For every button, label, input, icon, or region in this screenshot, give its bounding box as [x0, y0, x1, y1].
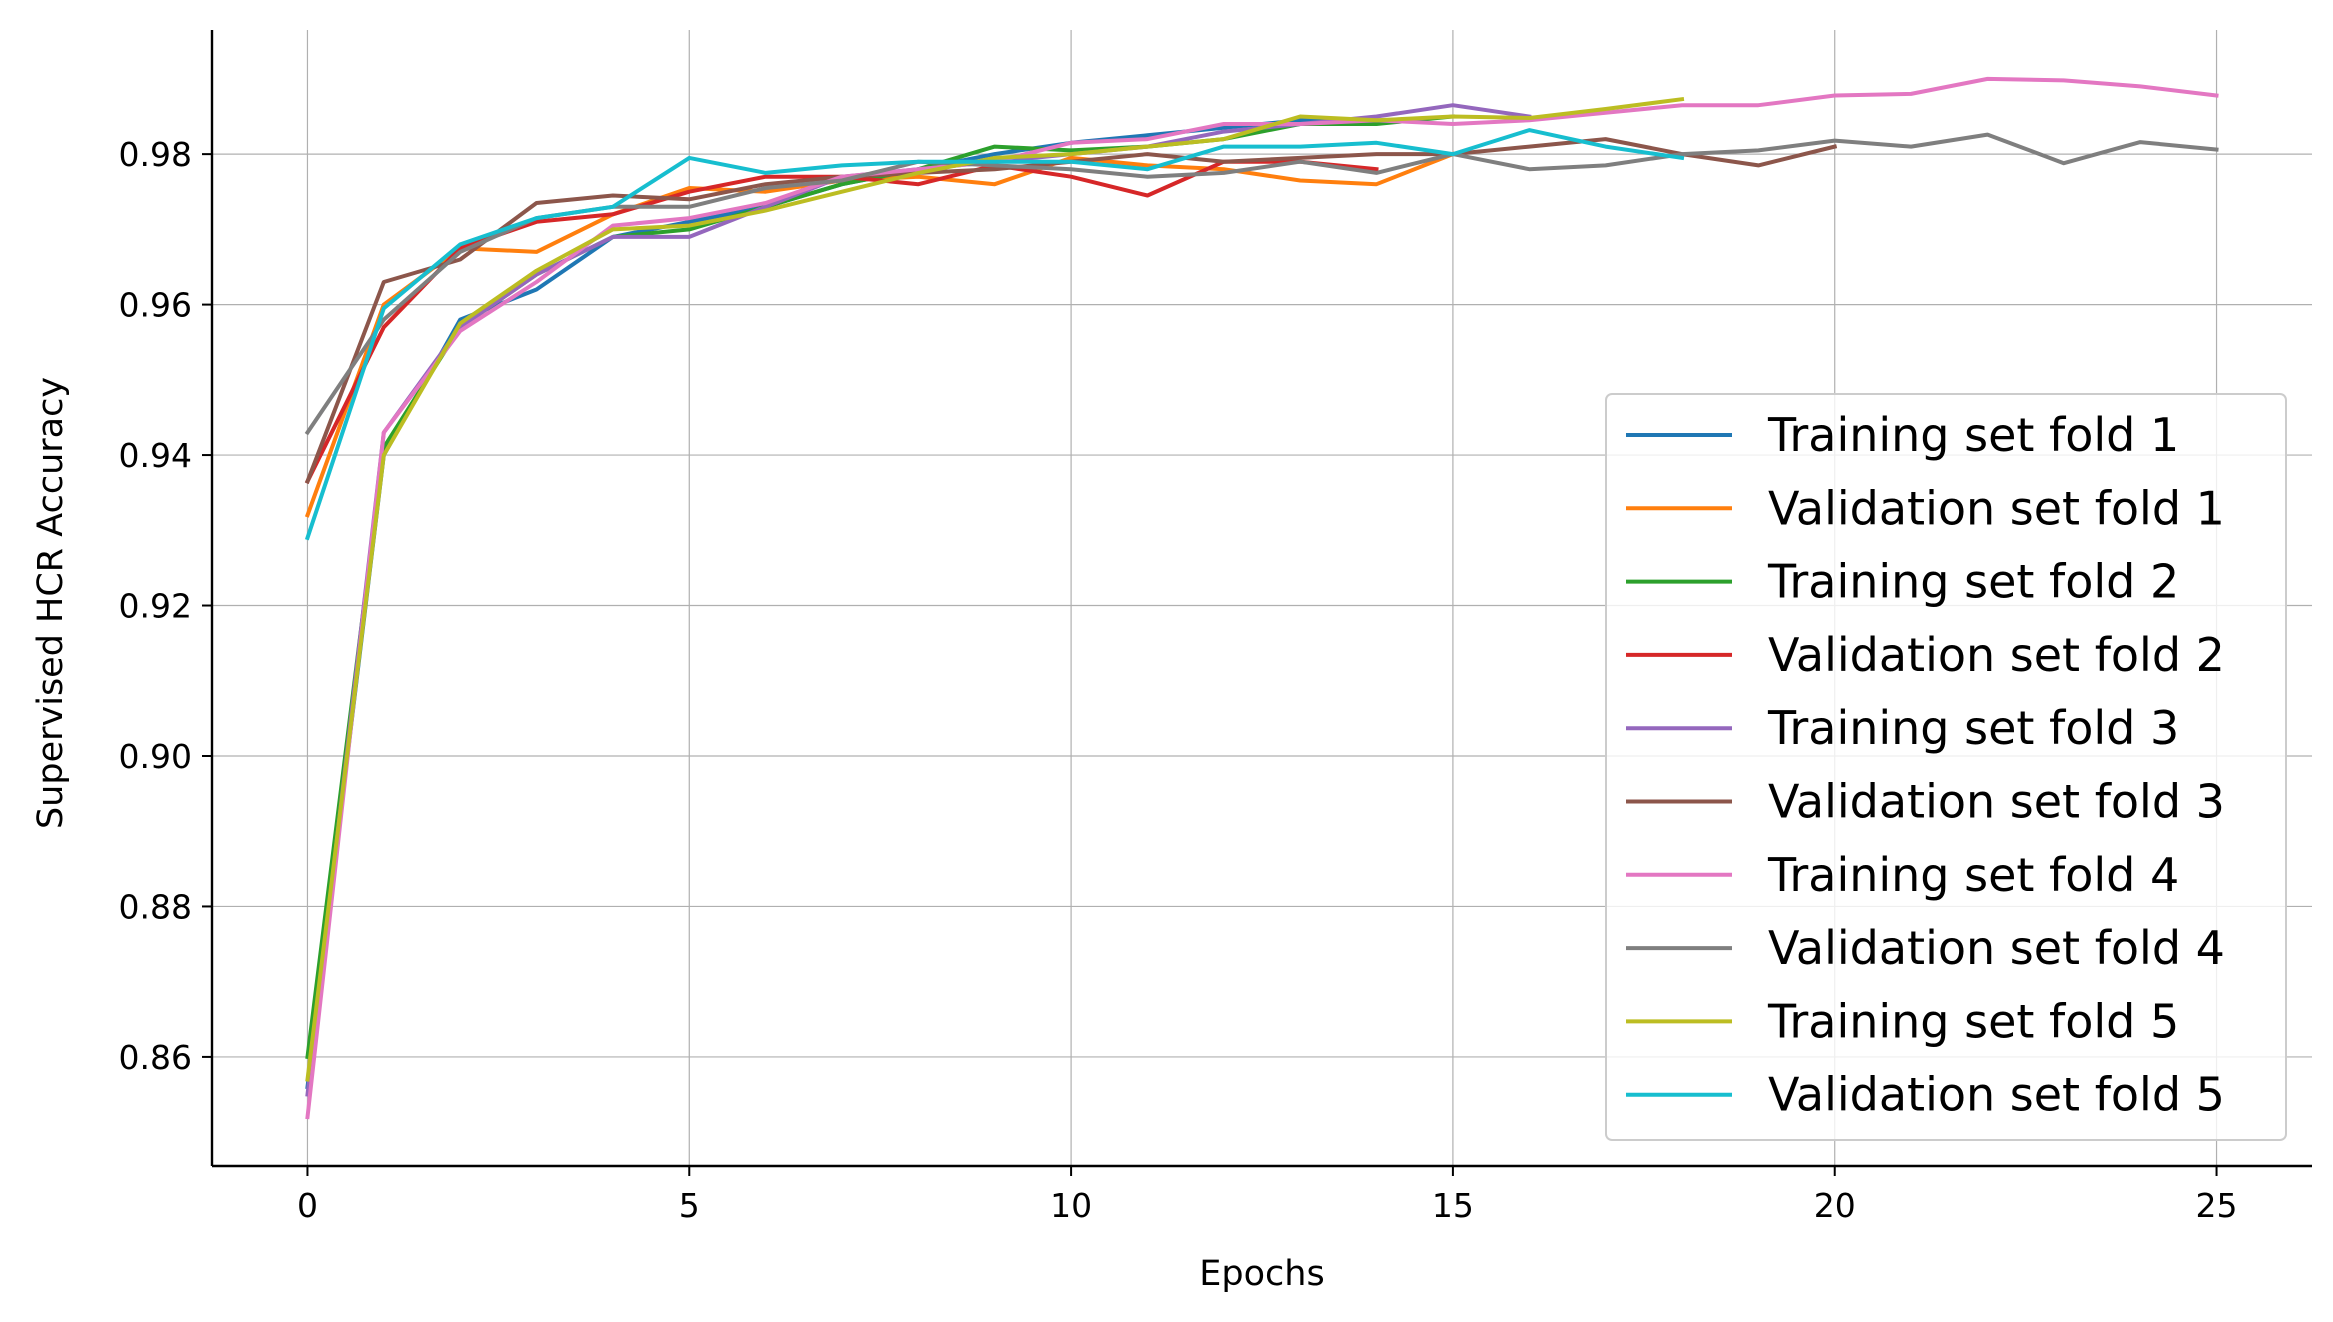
legend-label-8: Validation set fold 4: [1768, 921, 2225, 975]
y-tick-label: 0.88: [119, 887, 192, 926]
x-ticks: 0 5 10 15 20 25: [297, 1166, 2238, 1225]
legend-label-3: Training set fold 2: [1767, 555, 2179, 609]
legend-label-6: Validation set fold 3: [1768, 775, 2225, 829]
legend-label-1: Training set fold 1: [1767, 408, 2179, 462]
series-line-9: [305, 96, 1685, 1082]
legend-label-4: Validation set fold 2: [1768, 628, 2225, 682]
y-tick-label: 0.94: [119, 436, 192, 475]
legend-label-10: Validation set fold 5: [1768, 1068, 2225, 1122]
legend-box: [1605, 393, 2287, 1141]
y-tick-label: 0.98: [119, 135, 192, 174]
legend-label-2: Validation set fold 1: [1768, 481, 2225, 535]
y-tick-label: 0.86: [119, 1038, 192, 1077]
y-tick-label: 0.90: [119, 737, 192, 776]
series-line-10: [304, 128, 1685, 541]
legend: Training set fold 1 Validation set fold 1…: [1605, 393, 2287, 1141]
y-ticks: 0.86 0.88 0.90 0.92 0.94 0.96 0.98: [119, 135, 212, 1077]
x-tick-label: 10: [1050, 1186, 1092, 1225]
x-tick-label: 20: [1814, 1186, 1856, 1225]
series-lines: [304, 76, 2219, 1120]
x-tick-label: 15: [1432, 1186, 1474, 1225]
x-tick-label: 0: [297, 1186, 318, 1225]
y-tick-label: 0.92: [119, 587, 192, 626]
series-line-7: [305, 76, 2219, 1120]
legend-label-7: Training set fold 4: [1767, 848, 2179, 902]
x-tick-label: 25: [2196, 1186, 2238, 1225]
x-axis-title: Epochs: [1199, 1254, 1324, 1294]
x-tick-label: 5: [679, 1186, 700, 1225]
legend-label-5: Training set fold 3: [1767, 701, 2179, 755]
series-line-8: [304, 132, 2219, 436]
legend-label-9: Training set fold 5: [1767, 994, 2179, 1048]
y-tick-label: 0.96: [119, 286, 192, 325]
y-axis-title: Supervised HCR Accuracy: [31, 377, 71, 829]
